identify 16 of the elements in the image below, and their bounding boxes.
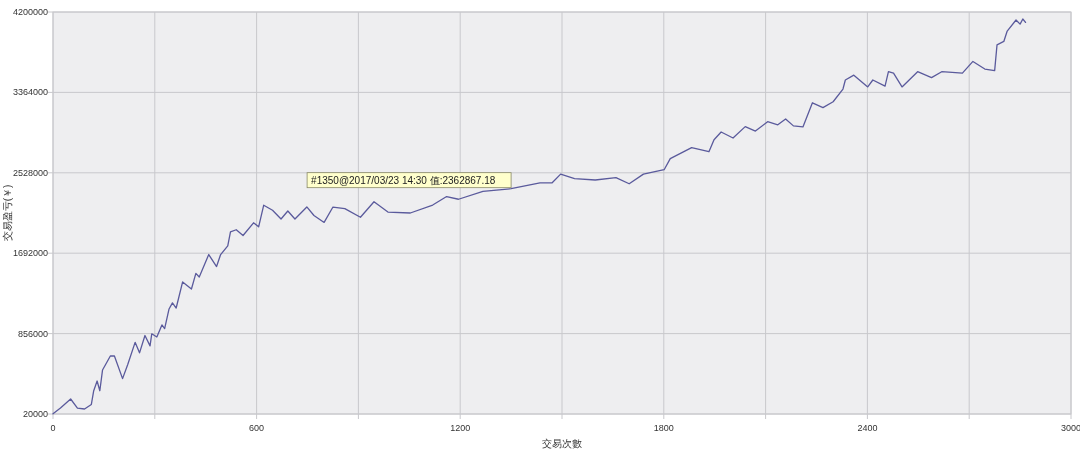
y-tick-label: 1692000 [12, 248, 48, 259]
x-tick-label: 1200 [450, 423, 471, 433]
x-tick-label: 600 [249, 423, 265, 433]
line-series [52, 18, 1027, 415]
y-tick-label: 3364000 [12, 87, 48, 98]
x-tick-label: 2400 [857, 423, 878, 433]
x-tick-label: 1800 [653, 423, 674, 433]
y-tick-label: 2528000 [12, 167, 48, 178]
annotation: #1350@2017/03/23 14:30 值:2362867.18 [311, 175, 496, 187]
y-tick-label: 4200000 [12, 7, 48, 17]
y-tick-label: 856000 [17, 328, 48, 339]
x-tick-label: 3000 [1060, 423, 1080, 433]
x-tick-label: 0 [50, 423, 56, 433]
x-axis-title: 交易次數 [542, 438, 582, 449]
y-axis-title: 交易盈亏(￥) [2, 184, 13, 242]
y-tick-label: 20000 [22, 409, 48, 419]
